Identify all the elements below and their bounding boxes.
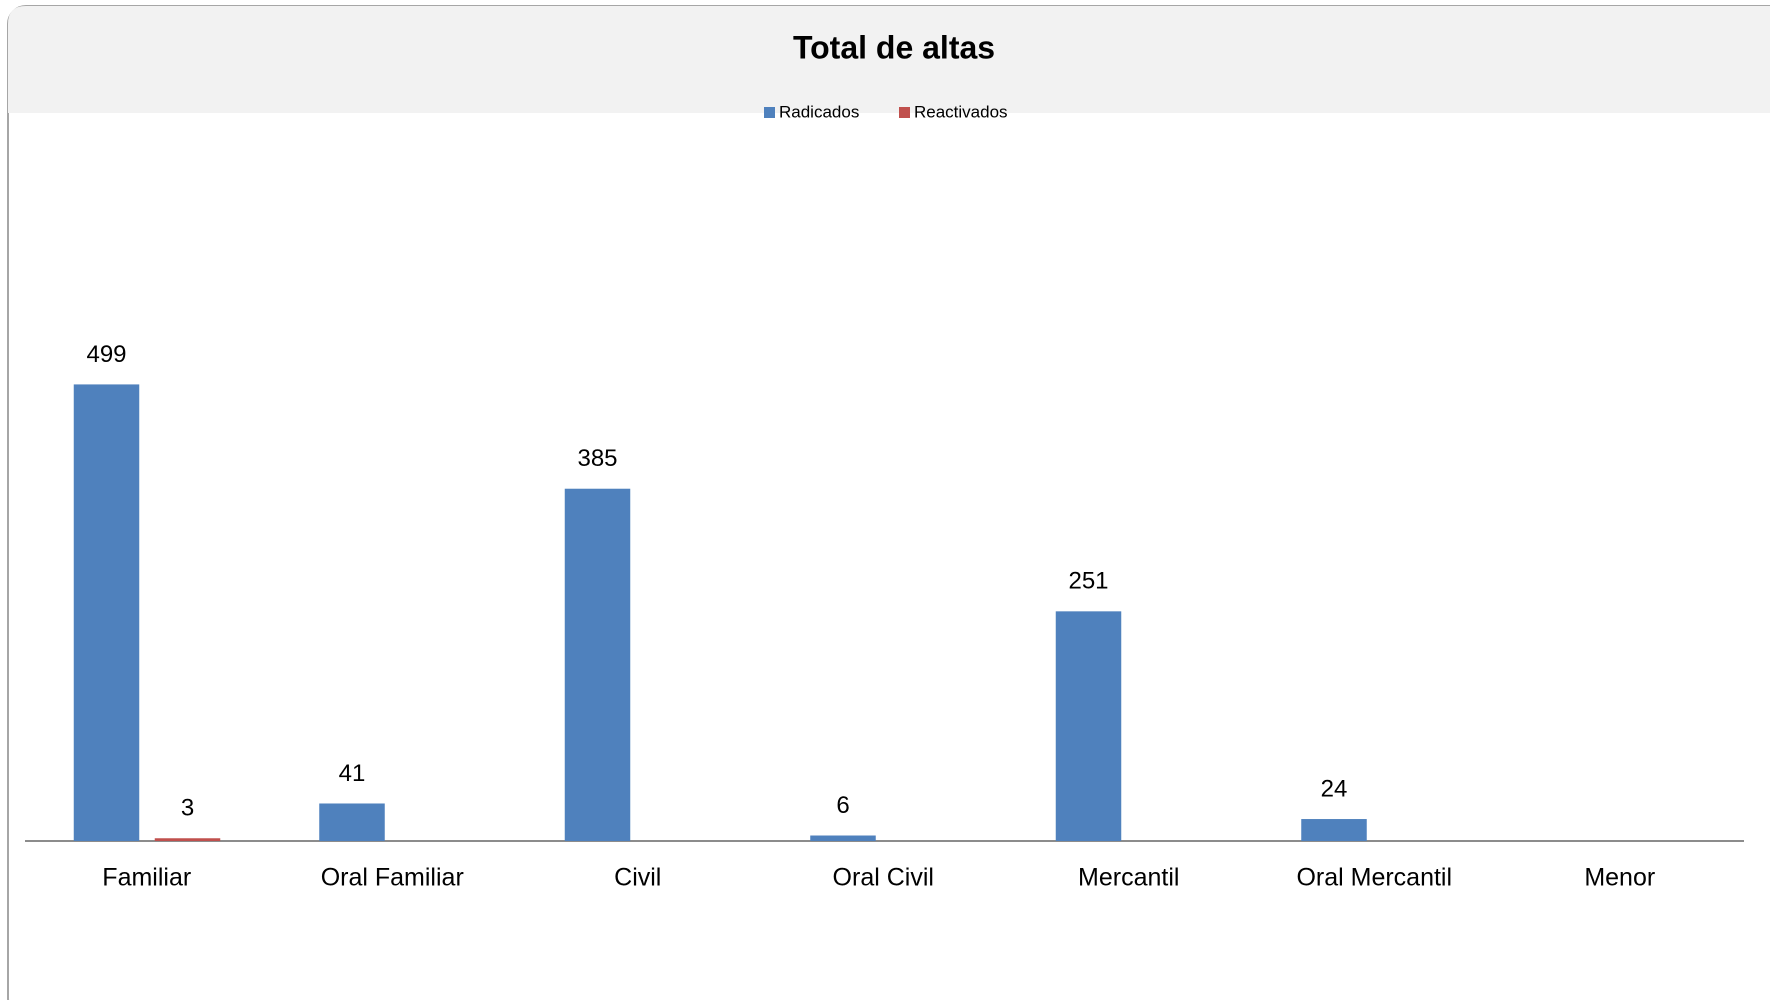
- legend-label: Reactivados: [914, 102, 1008, 121]
- x-tick-label: Oral Civil: [833, 864, 934, 892]
- bar: [319, 803, 385, 841]
- data-label: 6: [836, 792, 849, 819]
- bar: [73, 384, 140, 841]
- legend-swatch: [899, 107, 910, 118]
- x-tick-label: Familiar: [102, 864, 191, 892]
- chart-title: Total de altas: [793, 29, 995, 65]
- bar: [1055, 611, 1122, 841]
- data-label: 3: [181, 795, 194, 822]
- data-label: 385: [577, 445, 617, 472]
- data-label: 41: [339, 760, 366, 787]
- chart-frame: [7, 5, 1770, 1000]
- x-tick-label: Oral Mercantil: [1296, 864, 1452, 892]
- data-label: 24: [1321, 775, 1348, 802]
- data-label: 251: [1068, 568, 1108, 595]
- bar: [1301, 819, 1367, 841]
- legend-label: Radicados: [779, 102, 859, 121]
- legend-swatch: [764, 107, 775, 118]
- bar: [564, 488, 631, 841]
- x-tick-label: Civil: [614, 864, 661, 892]
- x-tick-label: Mercantil: [1078, 864, 1179, 892]
- x-tick-label: Oral Familiar: [321, 864, 464, 892]
- bar: [810, 835, 876, 841]
- data-label: 499: [86, 341, 126, 368]
- header-band: [8, 6, 1770, 113]
- x-tick-label: Menor: [1584, 864, 1655, 892]
- bar: [154, 838, 221, 841]
